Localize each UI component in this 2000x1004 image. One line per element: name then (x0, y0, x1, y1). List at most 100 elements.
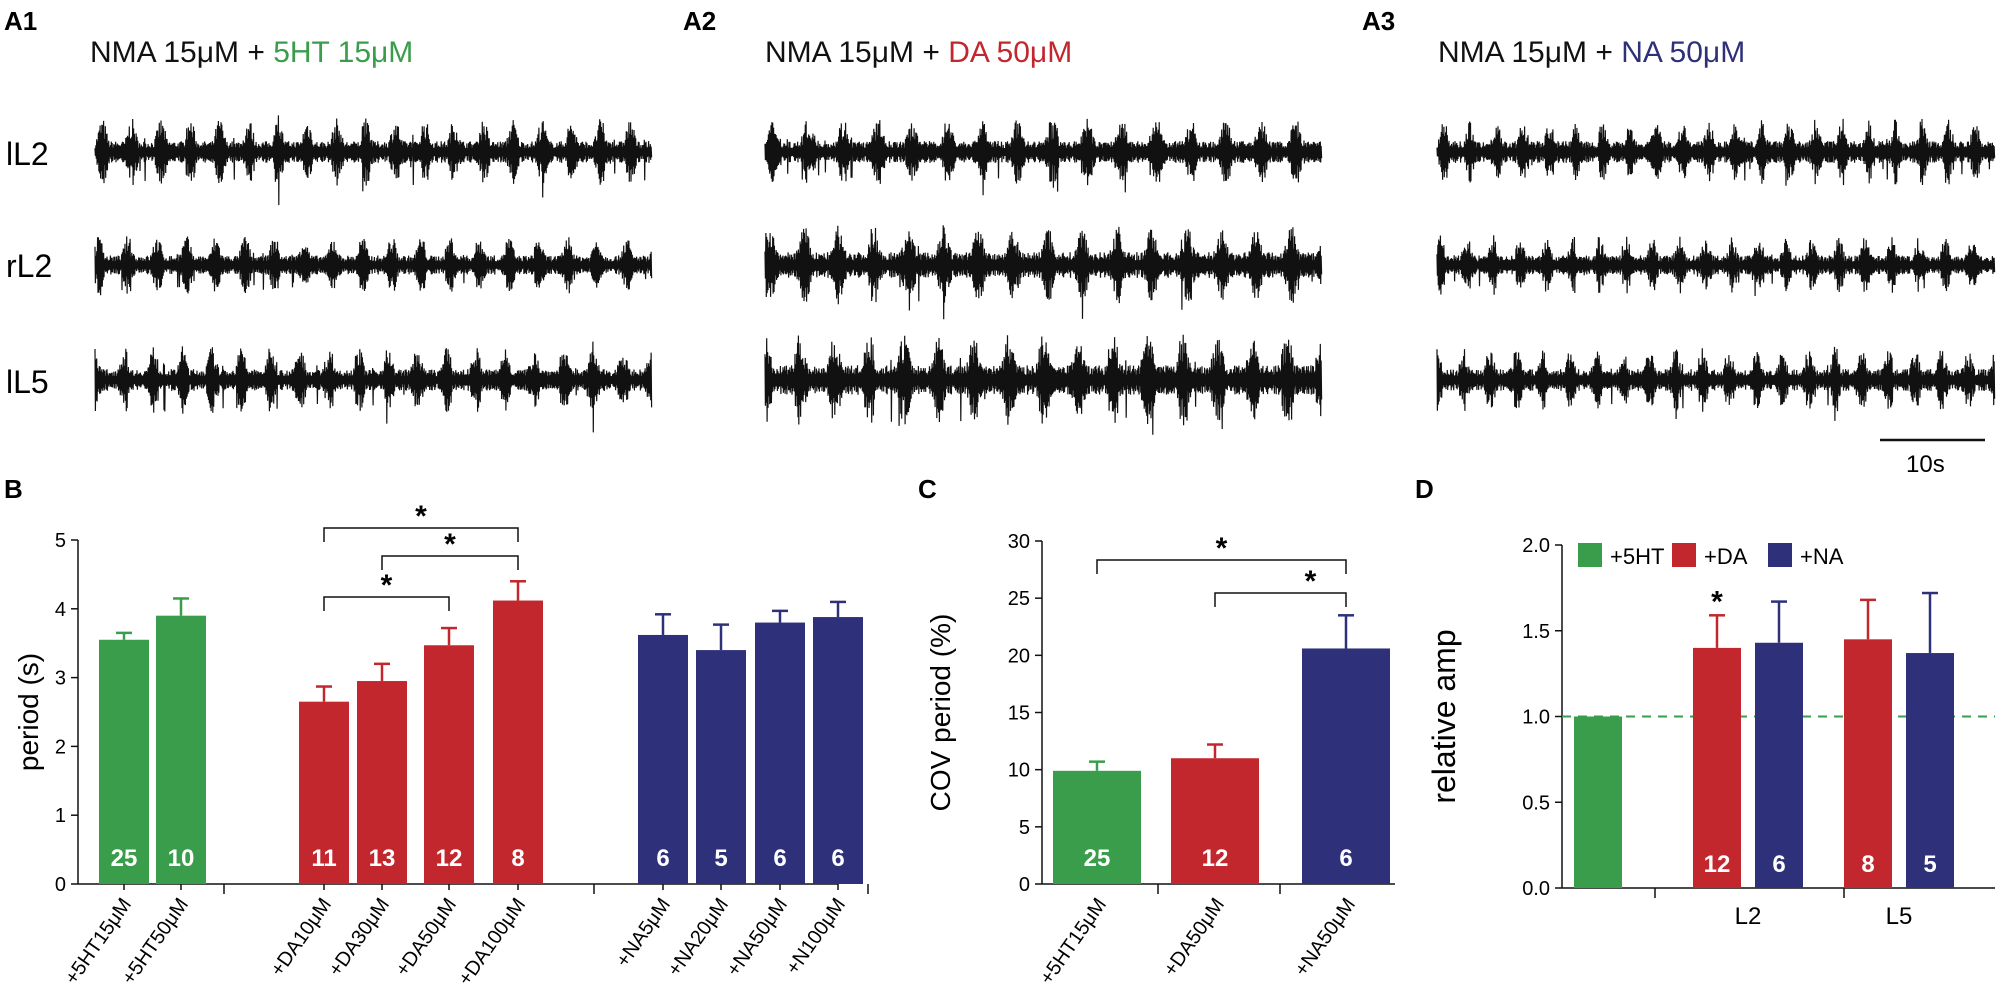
bar (1755, 642, 1803, 888)
legend-label: +DA (1704, 544, 1748, 569)
chart-c-cov-period: 0 5 10 15 20 25 30 COV period (%) 25 +5HT15μM 12 +D… (925, 531, 1395, 989)
n-label: 11 (311, 845, 336, 872)
legend-label: +NA (1800, 544, 1844, 569)
trace-da-ll2 (764, 118, 1323, 196)
bar (99, 639, 149, 884)
bar (813, 617, 863, 884)
significance-bracket (1214, 592, 1347, 607)
condition-title-na: NMA 15μM + NA 50μM (1438, 36, 1745, 69)
n-label: 5 (714, 845, 727, 872)
legend-label: +5HT (1610, 544, 1664, 569)
x-tick-label: +DA50μM (1160, 894, 1230, 980)
bar (1906, 653, 1954, 888)
n-label: 12 (1704, 851, 1731, 878)
ventral-root-traces (94, 115, 1996, 435)
y-tick-label: 25 (1008, 588, 1030, 610)
scale-bar-label: 10s (1906, 451, 1945, 478)
bar (357, 681, 407, 884)
bar (156, 615, 206, 884)
n-label: 25 (111, 845, 138, 872)
significance-star: * (1711, 585, 1723, 618)
significance-star: * (1305, 565, 1317, 598)
y-tick-label: 2.0 (1522, 535, 1550, 557)
significance-star: * (444, 528, 456, 561)
bar (638, 634, 688, 884)
x-tick-label: +NA50μM (1291, 894, 1361, 980)
trace-na-rl2 (1436, 235, 1996, 297)
n-label: 13 (369, 845, 396, 872)
y-tick-label: 5 (55, 530, 66, 552)
y-axis-label: relative amp (1426, 629, 1462, 803)
x-tick-label: +NA5μM (612, 894, 675, 971)
group-label-l2: L2 (1735, 903, 1762, 930)
panel-label-a3: A3 (1362, 6, 1395, 36)
n-label: 12 (436, 845, 463, 872)
bar (1693, 647, 1741, 888)
y-tick-label: 2 (55, 736, 66, 758)
y-tick-label: 0.0 (1522, 878, 1550, 900)
y-axis-label: COV period (%) (925, 614, 956, 812)
condition-drug: 5HT 15μM (273, 36, 413, 69)
legend-swatch (1578, 543, 1602, 567)
significance-bracket (1096, 559, 1347, 574)
bar (299, 701, 349, 884)
n-label: 10 (168, 845, 195, 872)
condition-title-5ht: NMA 15μM + 5HT 15μM (90, 36, 413, 69)
condition-drug: NA 50μM (1621, 36, 1745, 69)
y-tick-label: 1.5 (1522, 621, 1550, 643)
y-tick-label: 30 (1008, 531, 1030, 553)
y-tick-label: 1.0 (1522, 707, 1550, 729)
trace-da-ll5 (764, 334, 1323, 435)
trace-5ht-rl2 (94, 236, 653, 296)
trace-5ht-ll2 (94, 115, 653, 206)
group-label-l5: L5 (1886, 903, 1913, 930)
trace-na-ll2 (1436, 118, 1996, 186)
bar (1302, 648, 1390, 884)
condition-title-da: NMA 15μM + DA 50μM (765, 36, 1072, 69)
significance-bracket (381, 555, 519, 570)
n-label: 8 (1861, 851, 1874, 878)
n-label: 6 (1772, 851, 1785, 878)
x-tick-label: +NA50μM (723, 894, 793, 980)
bar (1171, 758, 1259, 884)
y-tick-label: 0 (55, 874, 66, 896)
y-tick-label: 3 (55, 668, 66, 690)
trace-label-rl2: rL2 (6, 248, 52, 284)
trace-da-rl2 (764, 225, 1323, 320)
bar (755, 622, 805, 884)
n-label: 25 (1084, 845, 1111, 872)
n-label: 6 (656, 845, 669, 872)
n-label: 6 (773, 845, 786, 872)
n-label: 8 (511, 845, 524, 872)
legend-swatch (1672, 543, 1696, 567)
y-tick-label: 10 (1008, 760, 1030, 782)
y-tick-label: 0 (1019, 874, 1030, 896)
condition-drug: DA 50μM (948, 36, 1072, 69)
legend-swatch (1768, 543, 1792, 567)
panel-label-b: B (4, 474, 23, 504)
y-axis-label: period (s) (13, 653, 44, 771)
trace-na-ll5 (1436, 346, 1996, 421)
condition-base: NMA 15μM + (1438, 36, 1621, 69)
y-tick-label: 5 (1019, 817, 1030, 839)
panel-label-d: D (1415, 474, 1434, 504)
bar (1844, 639, 1892, 888)
panel-label-a1: A1 (4, 6, 37, 36)
significance-star: * (381, 569, 393, 602)
x-tick-label: +DA50μM (392, 894, 462, 980)
bar (424, 645, 474, 884)
trace-5ht-ll5 (94, 341, 653, 433)
significance-bracket (323, 596, 450, 611)
bar (696, 650, 746, 884)
significance-bracket (323, 527, 519, 542)
panel-label-a2: A2 (683, 6, 716, 36)
y-tick-label: 4 (55, 599, 66, 621)
significance-star: * (1216, 532, 1228, 565)
y-tick-label: 1 (55, 805, 66, 827)
n-label: 12 (1202, 845, 1229, 872)
bar (493, 600, 543, 884)
bar (1574, 716, 1622, 888)
panel-label-c: C (918, 474, 937, 504)
n-label: 5 (1923, 851, 1936, 878)
